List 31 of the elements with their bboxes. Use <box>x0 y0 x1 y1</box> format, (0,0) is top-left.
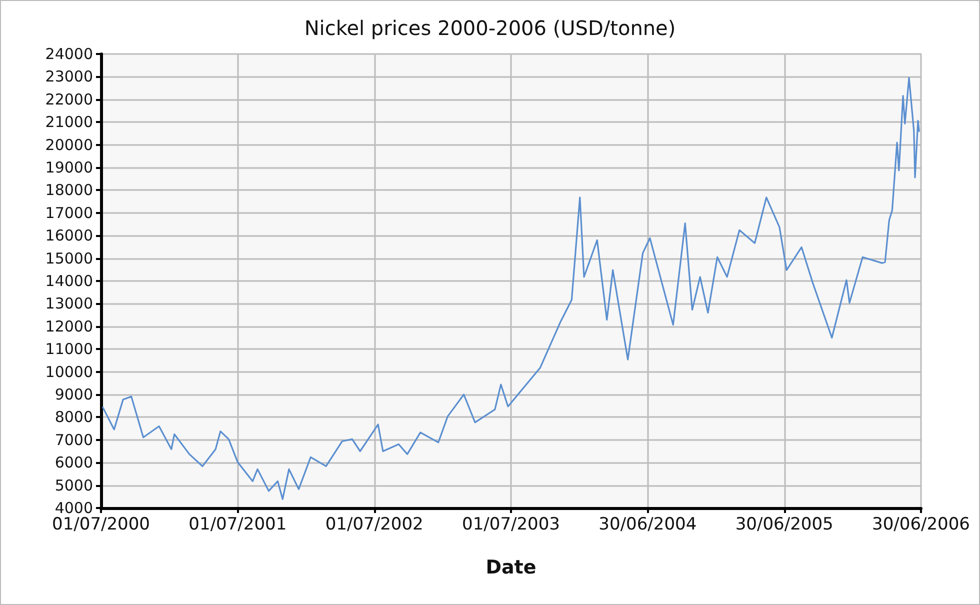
y-tick-label: 23000 <box>45 68 93 86</box>
x-tick-label: 01/07/2003 <box>462 514 560 534</box>
x-axis-title: Date <box>486 556 536 578</box>
x-tick-label: 01/07/2002 <box>325 514 424 534</box>
y-tick-label: 16000 <box>45 226 93 245</box>
y-tick-label: 7000 <box>54 430 93 449</box>
y-tick-label: 9000 <box>54 386 93 404</box>
y-tick-label: 12000 <box>45 317 93 336</box>
y-tick-label: 5000 <box>54 476 93 494</box>
y-tick-label: 8000 <box>54 408 93 426</box>
x-tick-label: 30/06/2005 <box>735 514 834 534</box>
chart-title: Nickel prices 2000-2006 (USD/tonne) <box>304 16 676 40</box>
x-tick-label: 01/07/2000 <box>52 514 150 534</box>
y-tick-label: 21000 <box>45 113 93 132</box>
x-tick-label: 01/07/2001 <box>188 514 287 534</box>
y-tick-label: 24000 <box>45 45 93 63</box>
y-tick-label: 10000 <box>45 362 93 381</box>
y-tick-label: 20000 <box>45 136 93 154</box>
y-tick-label: 13000 <box>45 294 93 313</box>
x-tick-label: 30/06/2004 <box>598 514 697 534</box>
y-tick-label: 22000 <box>45 90 93 108</box>
y-tick-label: 14000 <box>45 272 93 290</box>
y-tick-label: 18000 <box>45 181 93 200</box>
y-tick-label: 6000 <box>54 454 93 472</box>
y-tick-label: 4000 <box>54 499 93 517</box>
y-tick-label: 11000 <box>45 340 93 358</box>
y-tick-label: 17000 <box>45 204 93 222</box>
x-tick-label: 30/06/2006 <box>872 514 970 534</box>
y-tick-label: 19000 <box>45 158 93 176</box>
line-series <box>102 77 920 500</box>
y-tick-label: 15000 <box>45 249 93 268</box>
